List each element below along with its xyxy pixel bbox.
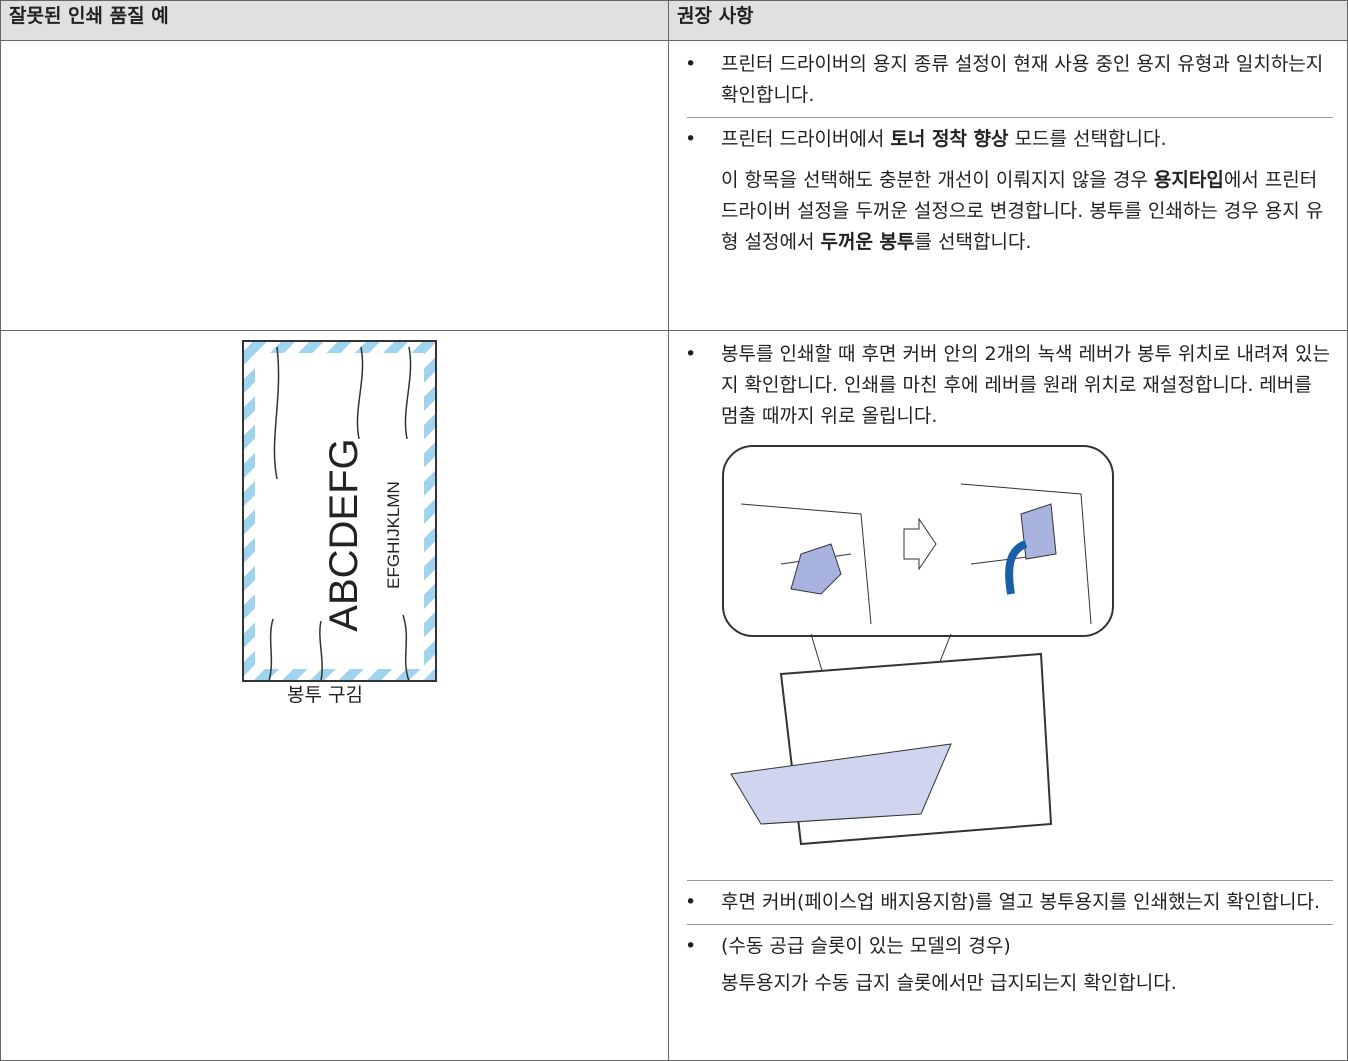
text: 에서 프린터 드라이버 설정을 두꺼운 설정으로 변경합니다. 봉투를 인쇄하는… — [721, 169, 1324, 253]
text: 이 항목을 선택해도 충분한 개선이 이뤄지지 않을 경우 — [721, 169, 1154, 191]
text: 후면 커버(페이스업 배지용지함)를 열고 봉투용지를 인쇄했는지 확인합니다. — [721, 891, 1320, 913]
recommendation-cell: 프린터 드라이버의 용지 종류 설정이 현재 사용 중인 용지 유형과 일치하는… — [668, 40, 1348, 331]
envelope-text-large: ABCDEFG — [322, 438, 366, 631]
recommendation: 프린터 드라이버의 용지 종류 설정이 현재 사용 중인 용지 유형과 일치하는… — [685, 43, 1333, 118]
text: 모드를 선택합니다. — [1008, 128, 1167, 150]
text: 프린터 드라이버의 용지 종류 설정이 현재 사용 중인 용지 유형과 일치하는… — [721, 53, 1324, 106]
text: 봉투를 인쇄할 때 후면 커버 안의 2개의 녹색 레버가 봉투 위치로 내려져… — [721, 343, 1330, 427]
bold-text: 두꺼운 봉투 — [820, 231, 915, 253]
column-header: 권장 사항 — [668, 0, 1348, 41]
note: 이 항목을 선택해도 충분한 개선이 이뤄지지 않을 경우 용지타입에서 프린터… — [687, 155, 1333, 264]
recommendation: 후면 커버(페이스업 배지용지함)를 열고 봉투용지를 인쇄했는지 확인합니다. — [685, 881, 1333, 925]
bold-text: 토너 정착 향상 — [890, 128, 1009, 150]
recommendation: 봉투를 인쇄할 때 후면 커버 안의 2개의 녹색 레버가 봉투 위치로 내려져… — [685, 333, 1333, 881]
bold-text: 용지타입 — [1153, 169, 1224, 191]
envelope-illustration: ABCDEFG EFGHIJKLMN 봉투 구김 — [242, 340, 437, 706]
recommendation: 프린터 드라이버에서 토너 정착 향상 모드를 선택합니다. — [685, 118, 1333, 155]
example-cell: ABCDEFG EFGHIJKLMN 봉투 구김 — [0, 330, 669, 1061]
column-header: 잘못된 인쇄 품질 예 — [0, 0, 669, 41]
envelope-text-small: EFGHIJKLMN — [384, 481, 403, 589]
printer-illustration — [722, 445, 1114, 846]
caption: 봉투 구김 — [287, 684, 363, 706]
note: 봉투용지가 수동 급지 슬롯에서만 급지되는지 확인합니다. — [687, 962, 1333, 1005]
example-cell — [0, 40, 669, 331]
text: (수동 공급 슬롯이 있는 모델의 경우) — [721, 935, 1011, 957]
text: 프린터 드라이버에서 — [721, 128, 891, 150]
text: 봉투용지가 수동 급지 슬롯에서만 급지되는지 확인합니다. — [721, 972, 1177, 994]
recommendation-cell: 봉투를 인쇄할 때 후면 커버 안의 2개의 녹색 레버가 봉투 위치로 내려져… — [668, 330, 1348, 1061]
text: 를 선택합니다. — [914, 231, 1032, 253]
recommendation: (수동 공급 슬롯이 있는 모델의 경우) — [685, 925, 1333, 962]
